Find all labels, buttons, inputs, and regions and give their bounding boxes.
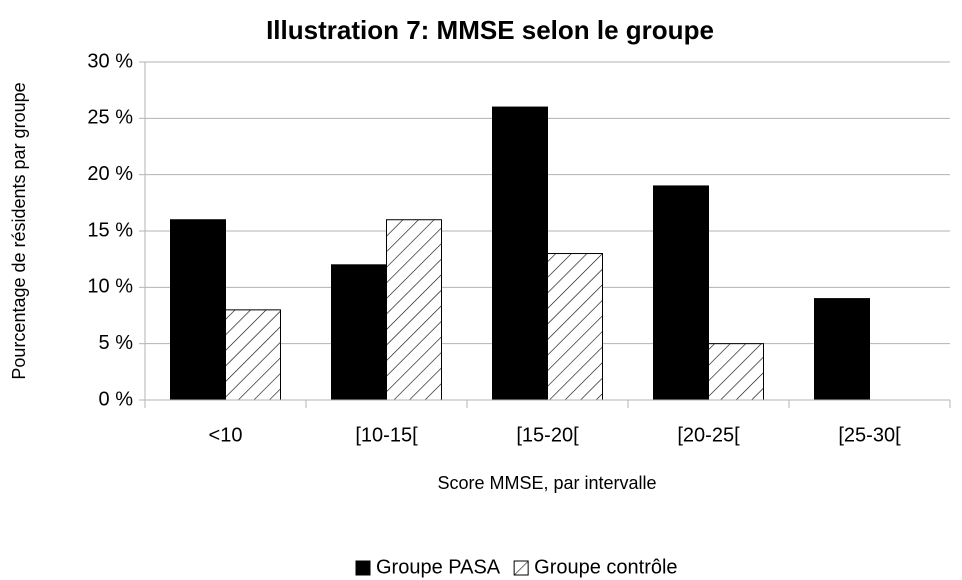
bar	[386, 219, 442, 401]
y-tick-label: 10 %	[87, 276, 133, 298]
y-tick-label: 15 %	[87, 219, 133, 241]
chart-title: Illustration 7: MMSE selon le groupe	[266, 15, 714, 45]
bar	[653, 185, 709, 401]
bar	[225, 309, 281, 401]
x-tick-label: [25-30[	[838, 424, 901, 446]
bar	[170, 219, 226, 401]
x-axis-label: Score MMSE, par intervalle	[437, 473, 656, 493]
bar	[492, 106, 548, 401]
legend-label: Groupe contrôle	[534, 556, 677, 578]
y-tick-label: 5 %	[99, 332, 134, 354]
y-tick-label: 20 %	[87, 163, 133, 185]
bar	[814, 298, 870, 401]
bar	[708, 343, 764, 401]
bar	[331, 264, 387, 401]
x-tick-label: <10	[209, 424, 243, 446]
y-tick-label: 25 %	[87, 107, 133, 129]
y-axis-label: Pourcentage de résidents par groupe	[9, 82, 29, 379]
y-tick-label: 0 %	[99, 388, 134, 410]
y-tick-label: 30 %	[87, 50, 133, 72]
x-tick-label: [10-15[	[355, 424, 418, 446]
legend-swatch	[355, 560, 371, 576]
x-tick-label: [15-20[	[516, 424, 579, 446]
legend-swatch	[513, 560, 529, 576]
x-tick-label: [20-25[	[677, 424, 740, 446]
legend-label: Groupe PASA	[376, 556, 501, 578]
bar	[547, 253, 603, 401]
